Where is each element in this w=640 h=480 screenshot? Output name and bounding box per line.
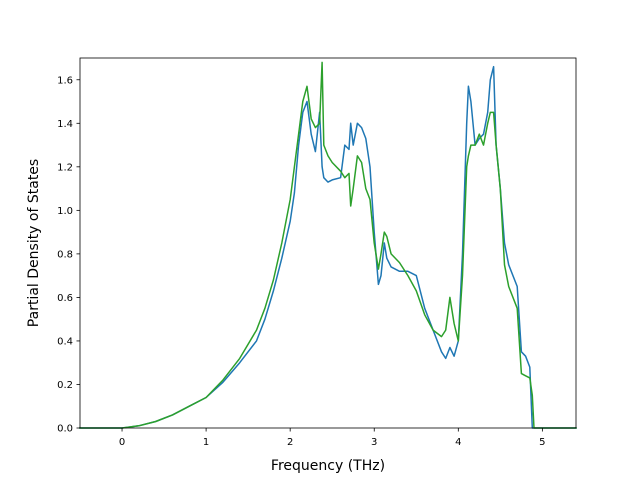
plot-frame [79,57,577,429]
y-tick-label: 0.4 [57,336,73,347]
x-tick-label: 5 [539,437,545,448]
y-tick-label: 1.0 [57,206,73,217]
x-tick-label: 2 [287,437,293,448]
y-axis-label: Partial Density of States [26,159,42,327]
y-tick-label: 0.0 [57,424,73,435]
series-layer [79,61,577,429]
x-tick-label: 3 [371,437,377,448]
y-tick-label: 1.6 [57,75,73,86]
x-axis-label: Frequency (THz) [271,458,385,474]
y-tick-label: 0.2 [57,380,73,391]
x-tick-label: 0 [119,437,125,448]
series-line-2 [79,61,577,429]
y-axis-ticks: 0.0 0.2 0.4 0.6 0.8 1.0 1.2 1.4 1.6 [57,75,80,435]
y-tick-label: 1.2 [57,162,73,173]
x-axis-ticks: 0 1 2 3 4 5 [119,428,546,448]
y-tick-label: 0.8 [57,249,73,260]
y-tick-label: 0.6 [57,293,73,304]
y-tick-label: 1.4 [57,119,73,130]
x-tick-label: 1 [203,437,209,448]
x-tick-label: 4 [455,437,461,448]
